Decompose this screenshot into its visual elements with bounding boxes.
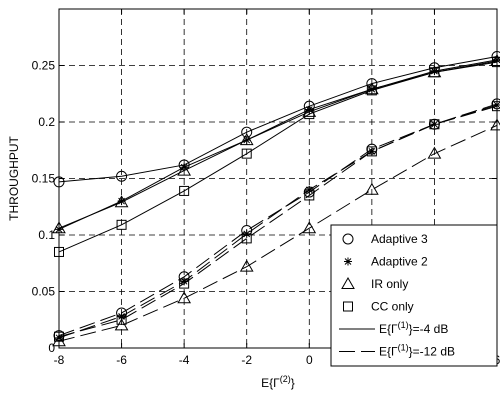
x-tick-label: -6	[116, 353, 127, 367]
y-axis-label: THROUGHPUT	[7, 136, 21, 221]
y-tick-label: 0.25	[32, 59, 56, 73]
legend: Adaptive 3 Adaptive 2 IR only CC only E{…	[330, 224, 498, 367]
data-point-triangle	[302, 221, 317, 234]
x-tick-label: -2	[241, 353, 252, 367]
data-point-star	[117, 312, 126, 321]
series-line	[58, 105, 498, 338]
legend-box	[330, 224, 498, 367]
data-point-square	[304, 190, 315, 201]
data-point-triangle	[239, 133, 254, 146]
y-tick-label: 0.2	[38, 115, 55, 129]
data-point-triangle	[177, 163, 192, 176]
data-point-square	[366, 85, 377, 96]
data-point-square	[429, 67, 440, 78]
data-point-triangle	[114, 195, 129, 208]
y-tick-label: 0	[48, 341, 55, 355]
data-point-triangle	[302, 104, 317, 117]
data-point-triangle	[177, 291, 192, 304]
data-point-star	[430, 67, 439, 76]
data-point-square	[179, 278, 190, 289]
data-point-square	[116, 314, 127, 325]
data-point-triangle	[490, 118, 500, 131]
legend-label-adaptive-3: Adaptive 3	[371, 232, 428, 246]
x-axis-label-sup: (2)	[280, 374, 291, 384]
data-point-square	[116, 219, 127, 230]
legend-label-minus-12db-sup: (1)	[398, 343, 409, 353]
data-point-square	[366, 146, 377, 157]
x-axis-label-base: E{Γ	[261, 376, 280, 390]
data-point-triangle	[239, 259, 254, 272]
data-point-square	[179, 185, 190, 196]
legend-label-minus-12db-base: E{Γ	[379, 345, 398, 359]
series-square-dashed	[54, 101, 500, 342]
data-point-square	[241, 233, 252, 244]
y-tick-label: 0.15	[32, 172, 56, 186]
x-axis-label-tail: }	[291, 376, 295, 390]
data-point-star	[180, 277, 189, 286]
plot-frame	[58, 8, 498, 349]
data-point-triangle	[364, 82, 379, 95]
legend-marker-star	[344, 257, 352, 266]
series-line	[58, 61, 498, 253]
data-point-star	[180, 163, 189, 172]
legend-label-minus-4db-tail: }=-4 dB	[409, 322, 449, 336]
data-point-star	[305, 185, 314, 194]
y-tick-label: 0.05	[32, 285, 56, 299]
series-line	[58, 60, 498, 229]
legend-label-cc-only: CC only	[371, 300, 414, 314]
legend-label-ir-only: IR only	[371, 277, 408, 291]
y-tick-label: 0.1	[38, 228, 55, 242]
x-tick-label: -8	[54, 353, 65, 367]
legend-marker-square	[343, 301, 353, 312]
legend-label-minus-4db-base: E{Γ	[379, 322, 398, 336]
legend-label-minus-4db-sup: (1)	[398, 320, 409, 330]
series-line	[58, 59, 498, 230]
legend-marker-triangle	[341, 276, 355, 289]
data-point-triangle	[364, 182, 379, 195]
x-tick-label: 0	[306, 353, 313, 367]
series-group	[52, 50, 500, 347]
series-line	[58, 124, 498, 342]
x-tick-label: -4	[179, 353, 190, 367]
data-point-square	[241, 148, 252, 159]
legend-label-minus-12db: E{Γ(1)}=-12 dB	[379, 343, 455, 359]
legend-label-minus-12db-tail: }=-12 dB	[409, 345, 455, 359]
data-point-circle	[116, 170, 128, 182]
data-point-star	[430, 120, 439, 129]
data-point-star	[117, 197, 126, 206]
legend-label-minus-4db: E{Γ(1)}=-4 dB	[379, 320, 448, 336]
legend-label-adaptive-2: Adaptive 2	[371, 255, 428, 269]
data-point-triangle	[427, 146, 442, 159]
x-axis-label: E{Γ(2)}	[261, 374, 295, 390]
series-line	[58, 55, 498, 183]
series-triangle-solid	[52, 53, 500, 234]
legend-marker-circle	[342, 233, 354, 245]
legend-items	[339, 233, 375, 352]
data-point-square	[429, 119, 440, 130]
data-point-square	[304, 109, 315, 120]
